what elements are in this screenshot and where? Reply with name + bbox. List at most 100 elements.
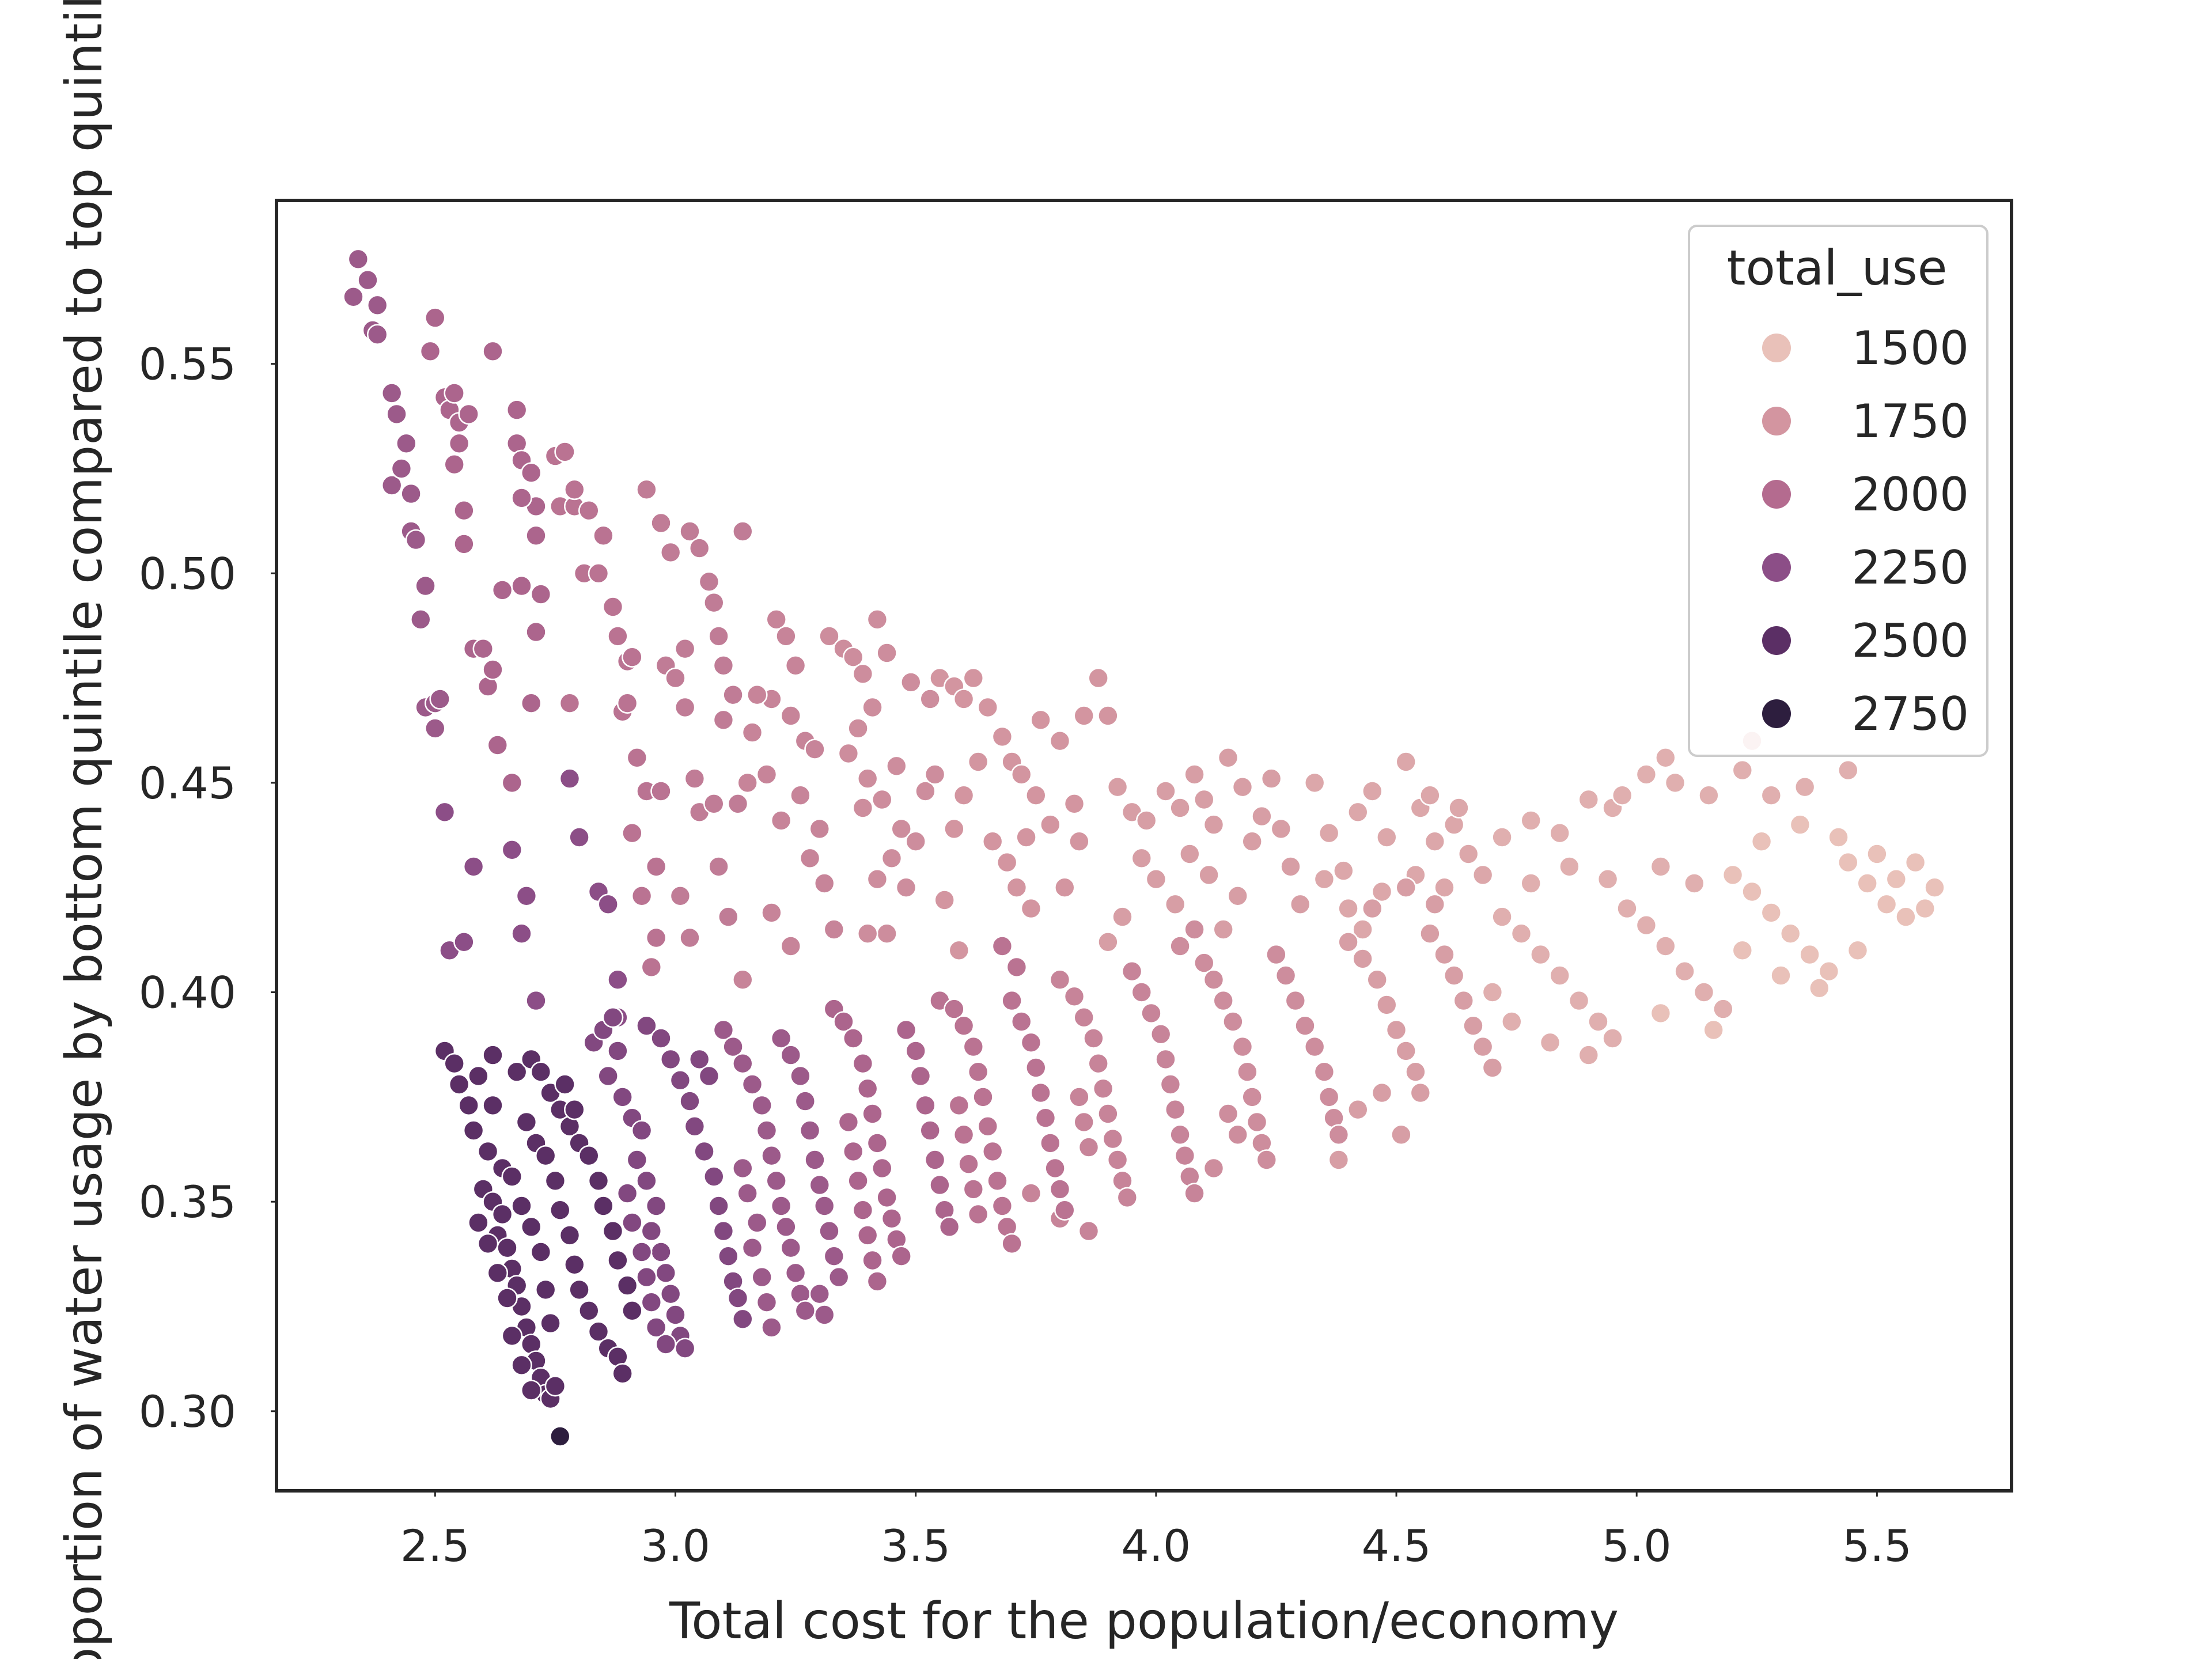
data-point (823, 919, 845, 940)
data-point (530, 584, 552, 605)
data-point (535, 1145, 556, 1166)
data-point (1092, 1078, 1114, 1100)
data-point (1313, 1061, 1335, 1082)
data-point (1395, 877, 1416, 898)
data-point (386, 403, 407, 425)
data-point (1270, 818, 1292, 840)
data-point (1266, 944, 1287, 965)
data-point (698, 571, 720, 593)
data-point (636, 1266, 657, 1288)
data-point (1895, 906, 1916, 927)
data-point (1463, 1015, 1484, 1036)
data-point (780, 1044, 802, 1066)
data-point (991, 935, 1013, 957)
data-point (1040, 814, 1061, 835)
data-point (487, 1262, 509, 1284)
data-point (1049, 969, 1071, 990)
data-point (1510, 923, 1532, 944)
data-point (497, 1287, 518, 1309)
data-point (463, 856, 484, 877)
data-point (780, 1237, 802, 1259)
data-point (525, 621, 547, 643)
data-point (1635, 914, 1657, 936)
data-point (756, 1291, 778, 1313)
data-point (809, 818, 831, 840)
data-point (1241, 1086, 1263, 1108)
data-point (1362, 781, 1383, 802)
data-point (1395, 751, 1416, 772)
data-point (944, 998, 965, 1020)
data-point (530, 1061, 552, 1082)
data-point (953, 785, 975, 806)
data-point (622, 822, 643, 844)
data-point (597, 893, 619, 915)
data-point (1164, 1099, 1186, 1120)
data-point (641, 1291, 662, 1313)
data-point (554, 1074, 575, 1095)
data-point (698, 1065, 720, 1087)
data-point (828, 1266, 850, 1288)
data-point (1684, 873, 1705, 894)
data-point (967, 1061, 989, 1082)
data-point (1275, 965, 1297, 986)
x-axis-label: Total cost for the population/economy (669, 1592, 1619, 1650)
data-point (616, 1275, 638, 1296)
data-point (588, 562, 609, 584)
data-point (1597, 868, 1619, 890)
data-point (655, 1262, 677, 1284)
data-point (1568, 990, 1590, 1012)
data-point (458, 1094, 480, 1116)
data-point (530, 1241, 552, 1263)
data-point (1602, 1028, 1623, 1049)
data-point (506, 1061, 528, 1082)
data-point (1030, 709, 1051, 731)
data-point (809, 1283, 831, 1305)
data-point (756, 1120, 778, 1141)
x-tick-label: 2.5 (400, 1520, 470, 1571)
data-point (1419, 785, 1441, 806)
data-point (929, 1174, 950, 1196)
data-point (713, 655, 734, 676)
data-point (1097, 1103, 1119, 1124)
data-point (1655, 747, 1676, 768)
data-point (1121, 960, 1143, 982)
data-point (1112, 906, 1133, 927)
data-point (520, 692, 542, 714)
data-point (747, 684, 768, 706)
data-point (347, 248, 369, 270)
data-point (881, 847, 903, 869)
data-point (741, 1074, 763, 1095)
data-point (886, 755, 907, 777)
data-point (953, 688, 975, 710)
data-point (1164, 893, 1186, 915)
data-point (1376, 827, 1397, 848)
data-point (549, 1426, 571, 1447)
data-point (1347, 801, 1369, 823)
data-point (569, 827, 590, 848)
legend-marker (1762, 334, 1791, 362)
data-point (665, 667, 686, 689)
data-point (1184, 764, 1205, 785)
data-point (1232, 1036, 1253, 1058)
data-point (775, 626, 797, 647)
data-point (1063, 986, 1085, 1007)
plot-area (275, 199, 2013, 1493)
y-tick-label: 0.30 (139, 1386, 236, 1437)
data-point (876, 642, 897, 664)
data-point (727, 793, 749, 815)
data-point (650, 781, 672, 802)
data-point (1131, 847, 1153, 869)
data-point (1838, 851, 1859, 873)
data-point (732, 1052, 753, 1074)
data-point (866, 1271, 888, 1292)
data-point (813, 873, 835, 894)
data-point (415, 575, 436, 597)
data-point (357, 269, 378, 291)
plot-frame (275, 199, 2013, 1493)
data-point (679, 1090, 700, 1112)
data-point (944, 818, 965, 840)
x-tick-label: 5.5 (1842, 1520, 1912, 1571)
data-point (511, 575, 532, 597)
data-point (963, 1036, 984, 1058)
data-point (1260, 768, 1282, 789)
